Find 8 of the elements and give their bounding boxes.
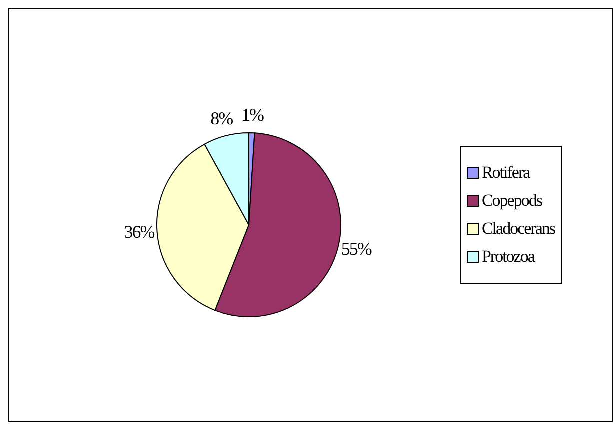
data-label: 8% bbox=[210, 108, 234, 128]
legend-label: Rotifera bbox=[482, 163, 530, 183]
legend-label: Copepods bbox=[482, 191, 542, 211]
legend-label: Cladocerans bbox=[482, 219, 555, 239]
data-label: 55% bbox=[341, 238, 372, 259]
data-label: 36% bbox=[124, 222, 156, 242]
legend-label: Protozoa bbox=[482, 247, 534, 267]
data-label: 1% bbox=[241, 105, 264, 126]
